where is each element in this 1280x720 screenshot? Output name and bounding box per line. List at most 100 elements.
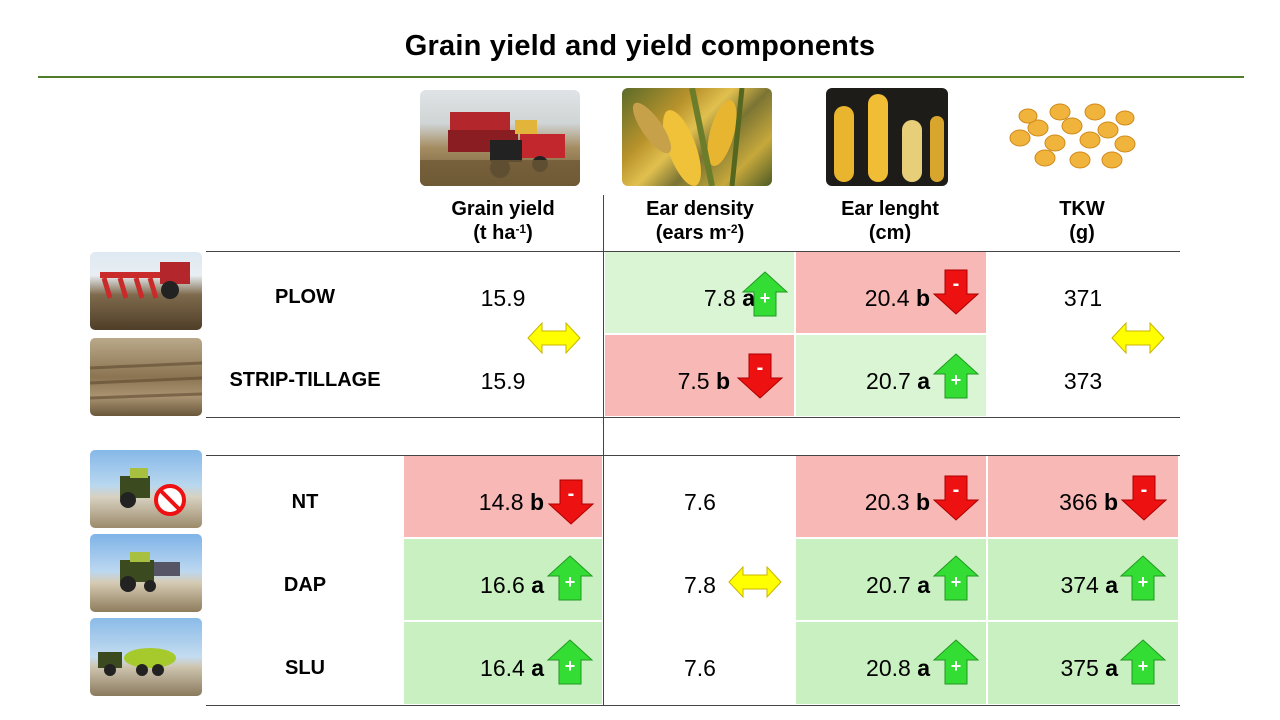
plus-sign: + (1138, 656, 1149, 676)
nt-tkw: 366 b (988, 489, 1118, 516)
significance-letter: a (1105, 655, 1118, 681)
unit-close: ) (526, 222, 533, 244)
significance-letter: a (1105, 572, 1118, 598)
strip-ear-length: 20.7 a (796, 368, 930, 395)
strip-ear-density: 7.5 b (605, 368, 730, 395)
dap-ear-density: 7.8 (684, 572, 716, 598)
plow-grain-yield: 15.9 (480, 285, 526, 311)
table-rule (206, 705, 1180, 706)
no-difference-double-arrow-icon (527, 321, 581, 355)
significance-letter: b (529, 489, 544, 515)
plus-sign: + (1138, 572, 1149, 592)
header-ear-density: Ear density (ears m-2) (605, 197, 795, 245)
unit-exponent: -2 (726, 222, 738, 236)
corn-ears-photo (622, 88, 772, 186)
plus-sign: + (565, 656, 576, 676)
decrease-down-arrow-icon: - (932, 269, 980, 315)
plus-sign: + (951, 370, 962, 390)
plow-ear-density: 7.8 a (605, 285, 755, 312)
table-rule (206, 417, 1180, 418)
header-ear-length-title: Ear lenght (841, 198, 939, 220)
significance-letter: b (1103, 489, 1118, 515)
significance-letter: b (915, 285, 930, 311)
significance-letter: a (531, 655, 544, 681)
slu-grain-yield: 16.4 a (404, 655, 544, 682)
significance-letter: a (917, 572, 930, 598)
minus-sign: - (953, 273, 960, 295)
increase-up-arrow-icon: + (1119, 639, 1167, 685)
value-number: 374 (1060, 572, 1099, 598)
value-number: 20.7 (866, 368, 911, 394)
slurry-tanker-photo (90, 618, 202, 696)
header-ear-density-unit: (ears m-2) (605, 221, 795, 245)
header-ear-length: Ear lenght (cm) (795, 197, 985, 245)
strip-grain-yield: 15.9 (480, 368, 526, 394)
value-number: 16.4 (480, 655, 525, 681)
value-number: 20.4 (864, 285, 910, 311)
combine-harvester-photo (420, 90, 580, 186)
row-label-strip-tillage: STRIP-TILLAGE (229, 369, 381, 391)
page-title: Grain yield and yield components (404, 30, 876, 62)
header-tkw-unit: (g) (1069, 222, 1095, 244)
minus-sign: - (757, 357, 764, 379)
plow-ear-length: 20.4 b (796, 285, 930, 312)
dap-tractor-photo (90, 534, 202, 612)
minus-sign: - (1141, 479, 1148, 501)
significance-letter: a (917, 368, 930, 394)
dap-ear-length: 20.7 a (796, 572, 930, 599)
plus-sign: + (760, 288, 771, 308)
plow-tkw: 371 (1063, 285, 1103, 311)
no-tillage-tractor-photo (90, 450, 202, 528)
decrease-down-arrow-icon: - (1120, 475, 1168, 521)
increase-up-arrow-icon: + (932, 353, 980, 399)
increase-up-arrow-icon: + (546, 555, 594, 601)
plus-sign: + (951, 656, 962, 676)
minus-sign: - (568, 483, 575, 505)
corn-cobs-photo (826, 88, 948, 186)
decrease-down-arrow-icon: - (736, 353, 784, 399)
row-label-plow: PLOW (275, 286, 335, 308)
significance-letter: b (915, 489, 930, 515)
slu-ear-density: 7.6 (684, 655, 716, 681)
nt-ear-length: 20.3 b (796, 489, 930, 516)
header-tkw-title: TKW (1059, 198, 1105, 220)
value-number: 16.6 (480, 572, 525, 598)
plow-tractor-photo (90, 252, 202, 330)
unit-exponent: -1 (515, 222, 527, 236)
table-rule (206, 251, 1180, 252)
dap-tkw: 374 a (988, 572, 1118, 599)
strip-tkw: 373 (1063, 368, 1103, 394)
header-grain-yield-unit: (t ha-1) (403, 221, 603, 245)
significance-letter: a (531, 572, 544, 598)
value-number: 366 (1059, 489, 1098, 515)
header-ear-length-unit: (cm) (868, 222, 912, 244)
value-number: 20.3 (864, 489, 910, 515)
nt-grain-yield: 14.8 b (404, 489, 544, 516)
increase-up-arrow-icon: + (741, 271, 789, 317)
minus-sign: - (953, 479, 960, 501)
increase-up-arrow-icon: + (1119, 555, 1167, 601)
row-label-slu: SLU (285, 657, 325, 679)
slu-ear-length: 20.8 a (796, 655, 930, 682)
strip-tilled-field-photo (90, 338, 202, 416)
table-rule (206, 455, 1180, 456)
plus-sign: + (951, 572, 962, 592)
increase-up-arrow-icon: + (932, 555, 980, 601)
plus-sign: + (565, 572, 576, 592)
no-difference-double-arrow-icon (1111, 321, 1165, 355)
dap-grain-yield: 16.6 a (404, 572, 544, 599)
title-divider (38, 76, 1244, 78)
value-number: 7.5 (677, 368, 710, 394)
unit-text: (ears m (655, 222, 727, 244)
value-number: 7.8 (703, 285, 736, 311)
row-label-nt: NT (291, 491, 319, 513)
value-number: 20.7 (866, 572, 911, 598)
table-divider (603, 195, 604, 705)
header-ear-density-title: Ear density (646, 198, 754, 220)
value-number: 14.8 (478, 489, 524, 515)
significance-letter: a (917, 655, 930, 681)
decrease-down-arrow-icon: - (932, 475, 980, 521)
corn-kernels-photo (1000, 88, 1145, 186)
header-grain-yield: Grain yield (t ha-1) (403, 197, 603, 245)
no-difference-double-arrow-icon (728, 565, 782, 599)
